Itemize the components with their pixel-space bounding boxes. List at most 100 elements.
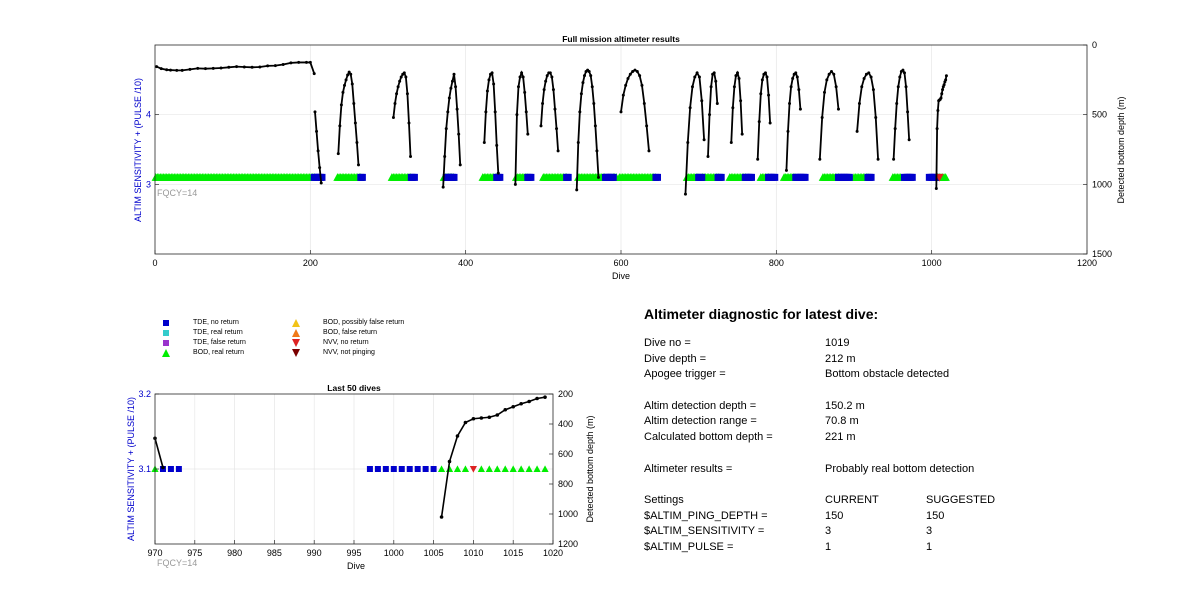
bottom-depth-point bbox=[457, 132, 461, 136]
altimeter-marker bbox=[390, 466, 397, 472]
bottom-depth-point bbox=[869, 75, 873, 79]
bottom-depth-point bbox=[864, 72, 868, 76]
y-tick-label: 3.1 bbox=[138, 464, 151, 474]
bottom-fqcy-annotation: FQCY=14 bbox=[157, 558, 197, 568]
bottom-depth-point bbox=[760, 78, 764, 82]
bottom-depth-point bbox=[767, 93, 771, 97]
bottom-depth-point bbox=[638, 74, 642, 78]
bottom-depth-point bbox=[784, 168, 788, 172]
bottom-depth-point bbox=[449, 86, 453, 90]
bottom-depth-point bbox=[642, 102, 646, 106]
x-tick-label: 1000 bbox=[384, 548, 404, 558]
altimeter-marker bbox=[717, 173, 725, 181]
bottom-depth-point bbox=[829, 69, 833, 73]
bottom-depth-point bbox=[393, 102, 397, 106]
bottom-depth-point bbox=[355, 141, 359, 145]
bottom-depth-point bbox=[700, 99, 704, 103]
bottom-depth-point bbox=[756, 157, 760, 161]
bottom-depth-point bbox=[619, 110, 623, 114]
bottom-depth-point bbox=[446, 110, 450, 114]
bottom-depth-point bbox=[556, 149, 560, 153]
legend-triangle-up-icon bbox=[162, 349, 170, 357]
bottom-depth-line bbox=[730, 70, 744, 143]
bottom-depth-point bbox=[447, 96, 451, 100]
diag-value: 1019 bbox=[825, 337, 850, 349]
altimeter-marker bbox=[410, 173, 418, 181]
altimeter-diagnostic-panel: Altimeter diagnostic for latest dive: Di… bbox=[644, 306, 1064, 557]
bottom-depth-point bbox=[402, 71, 406, 75]
bottom-depth-point bbox=[266, 64, 270, 68]
bottom-depth-point bbox=[516, 85, 520, 89]
bottom-depth-point bbox=[169, 68, 173, 72]
bottom-depth-point bbox=[281, 63, 285, 67]
bottom-depth-point bbox=[647, 149, 651, 153]
bottom-depth-point bbox=[250, 65, 254, 69]
bottom-y2-axis-label: Detected bottom depth (m) bbox=[585, 415, 595, 522]
bottom-depth-point bbox=[876, 157, 880, 161]
suggested-header: SUGGESTED bbox=[926, 493, 996, 506]
bottom-depth-point bbox=[503, 407, 508, 412]
altimeter-marker bbox=[801, 173, 809, 181]
altimeter-marker bbox=[845, 173, 853, 181]
bottom-depth-point bbox=[441, 185, 445, 189]
bottom-depth-point bbox=[219, 66, 223, 70]
setting-suggested: 150 bbox=[926, 509, 945, 522]
setting-label: $ALTIM_PING_DEPTH = bbox=[644, 509, 768, 522]
altimeter-marker bbox=[609, 173, 617, 181]
x-tick-label: 970 bbox=[147, 548, 162, 558]
last-50-dives-chart: 970 975 980 985 990 995 1000 1005 1010 1015 1020 3.… bbox=[126, 383, 595, 571]
altimeter-marker bbox=[747, 173, 755, 181]
legend-label: BOD, false return bbox=[323, 329, 378, 336]
bottom-depth-point bbox=[827, 72, 831, 76]
altimeter-marker bbox=[527, 173, 535, 181]
diag-row-sensitivity: $ALTIM_SENSITIVITY = 3 3 bbox=[644, 525, 1064, 541]
bottom-depth-point bbox=[589, 74, 593, 78]
bottom-depth-point bbox=[159, 67, 163, 71]
bottom-depth-point bbox=[578, 110, 582, 114]
top-fqcy-annotation: FQCY=14 bbox=[157, 188, 197, 198]
bottom-depth-point bbox=[944, 74, 948, 78]
x-tick-label: 400 bbox=[458, 258, 473, 268]
bottom-depth-point bbox=[732, 85, 736, 89]
bottom-depth-point bbox=[795, 75, 799, 79]
bottom-depth-point bbox=[227, 65, 231, 69]
bottom-depth-point bbox=[353, 121, 357, 125]
diag-row-altimeter-results: Altimeter results = Probably real bottom… bbox=[644, 463, 1064, 479]
altimeter-marker bbox=[541, 465, 549, 472]
altimeter-marker bbox=[437, 465, 446, 472]
bottom-depth-point bbox=[203, 67, 207, 71]
bottom-depth-point bbox=[211, 66, 215, 70]
bottom-depth-point bbox=[258, 65, 262, 69]
bottom-depth-point bbox=[539, 124, 543, 128]
bottom-ticks: 970 975 980 985 990 995 1000 1005 1010 1015 1020 3.… bbox=[138, 389, 578, 558]
bottom-depth-point bbox=[407, 121, 411, 125]
bottom-depth-point bbox=[740, 132, 744, 136]
bottom-depth-point bbox=[593, 124, 597, 128]
bottom-depth-point bbox=[715, 102, 719, 106]
bottom-chart-title: Last 50 dives bbox=[327, 383, 381, 393]
bottom-depth-point bbox=[511, 404, 515, 409]
top-chart-title: Full mission altimeter results bbox=[562, 34, 680, 44]
altimeter-marker bbox=[771, 173, 779, 181]
bottom-depth-point bbox=[857, 102, 861, 106]
bottom-depth-point bbox=[765, 75, 769, 79]
bottom-depth-point bbox=[786, 129, 790, 133]
diag-row-pulse: $ALTIM_PULSE = 1 1 bbox=[644, 541, 1064, 557]
bottom-depth-point bbox=[395, 92, 399, 96]
bottom-depth-line bbox=[442, 74, 462, 188]
x-tick-label: 200 bbox=[303, 258, 318, 268]
bottom-depth-point bbox=[898, 75, 902, 79]
bottom-depth-point bbox=[455, 434, 460, 438]
top-y2-axis-label: Detected bottom depth (m) bbox=[1116, 96, 1126, 203]
bottom-depth-point bbox=[553, 107, 557, 111]
bottom-depth-point bbox=[235, 65, 239, 69]
altimeter-marker bbox=[453, 465, 462, 472]
bottom-depth-point bbox=[635, 69, 639, 73]
diag-label: Altim detection range = bbox=[644, 415, 757, 428]
bottom-depth-point bbox=[526, 132, 530, 136]
bottom-depth-point bbox=[155, 65, 159, 69]
bottom-depth-point bbox=[834, 85, 838, 89]
diag-label: Calculated bottom depth = bbox=[644, 431, 773, 444]
bottom-depth-point bbox=[523, 90, 527, 94]
